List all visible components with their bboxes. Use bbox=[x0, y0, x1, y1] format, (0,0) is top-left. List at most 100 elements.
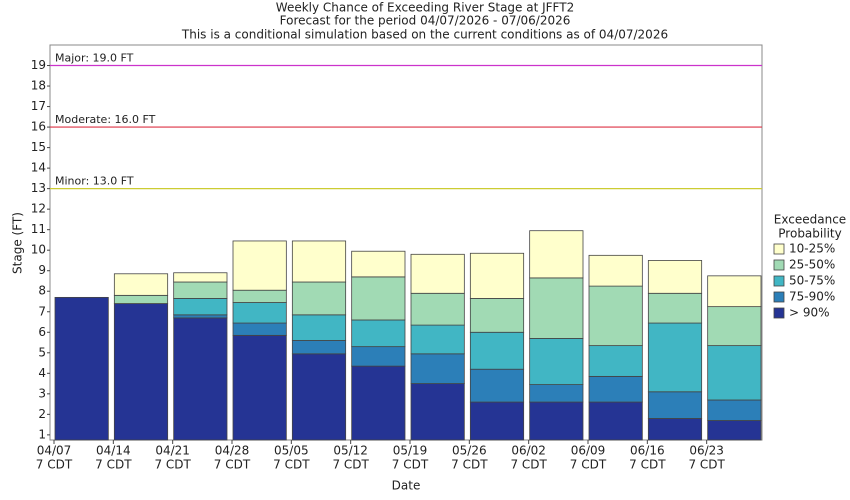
bar-segment bbox=[647, 292, 703, 324]
bar-segment bbox=[351, 250, 406, 278]
x-axis-label: Date bbox=[392, 479, 421, 493]
x-tick-sublabel: 7 CDT bbox=[332, 458, 369, 472]
bar-segment bbox=[232, 334, 287, 441]
bar-segment bbox=[707, 306, 762, 347]
bar-segment bbox=[529, 277, 584, 339]
bar-segment bbox=[173, 317, 228, 441]
bar-segment bbox=[173, 272, 228, 283]
bar-segment bbox=[173, 281, 228, 299]
chart-subtitle: Forecast for the period 04/07/2026 - 07/… bbox=[280, 14, 571, 28]
bar-segment bbox=[173, 298, 228, 316]
chart-subtitle: This is a conditional simulation based o… bbox=[181, 28, 668, 42]
legend-label: 25-50% bbox=[789, 258, 835, 272]
legend-label: > 90% bbox=[789, 306, 830, 320]
bar-segment bbox=[351, 365, 406, 441]
legend-label: 50-75% bbox=[789, 274, 835, 288]
bar-segment bbox=[529, 401, 584, 441]
bar-segment bbox=[469, 252, 525, 299]
legend-title: Exceedance bbox=[774, 213, 846, 227]
x-tick-label: 06/23 bbox=[689, 444, 724, 458]
bar-segment bbox=[410, 292, 465, 326]
legend-label: 75-90% bbox=[789, 290, 835, 304]
x-tick-label: 05/19 bbox=[393, 444, 428, 458]
bar-segment bbox=[351, 346, 406, 367]
bar-segment bbox=[410, 324, 465, 355]
bar-segment bbox=[707, 399, 762, 421]
legend-swatch bbox=[773, 307, 785, 319]
bar-segment bbox=[647, 322, 703, 393]
bar-segment bbox=[469, 298, 525, 333]
x-tick-label: 06/09 bbox=[571, 444, 606, 458]
bar-segment bbox=[469, 331, 525, 370]
bar-segment bbox=[529, 230, 584, 279]
x-tick-label: 05/05 bbox=[274, 444, 309, 458]
y-tick-label: 8 bbox=[38, 284, 46, 298]
bar-segment bbox=[351, 276, 406, 321]
bar-segment bbox=[232, 302, 287, 324]
x-tick-label: 04/14 bbox=[96, 444, 131, 458]
bar-segment bbox=[232, 322, 287, 336]
legend-label: 10-25% bbox=[789, 242, 835, 256]
bar-segment bbox=[707, 275, 762, 308]
y-tick-label: 3 bbox=[38, 386, 46, 400]
bar-segment bbox=[469, 401, 525, 441]
y-tick-label: 1 bbox=[38, 427, 46, 441]
bar-segment bbox=[113, 273, 169, 296]
bar-segment bbox=[647, 418, 703, 441]
bar-segment bbox=[588, 254, 643, 287]
bar-segment bbox=[291, 281, 347, 316]
bar-segment bbox=[588, 285, 643, 347]
y-tick-label: 16 bbox=[31, 120, 46, 134]
y-tick-label: 6 bbox=[38, 325, 46, 339]
x-tick-label: 06/02 bbox=[511, 444, 546, 458]
threshold-label: Minor: 13.0 FT bbox=[55, 175, 134, 188]
x-tick-sublabel: 7 CDT bbox=[570, 458, 607, 472]
bar-segment bbox=[291, 240, 347, 283]
y-tick-label: 5 bbox=[38, 345, 46, 359]
x-tick-sublabel: 7 CDT bbox=[510, 458, 547, 472]
x-tick-label: 04/21 bbox=[155, 444, 190, 458]
chart-title: Weekly Chance of Exceeding River Stage a… bbox=[276, 1, 574, 15]
bar-segment bbox=[588, 345, 643, 377]
y-tick-label: 18 bbox=[31, 79, 46, 93]
legend-swatch bbox=[773, 243, 785, 255]
x-tick-sublabel: 7 CDT bbox=[154, 458, 191, 472]
x-tick-sublabel: 7 CDT bbox=[95, 458, 132, 472]
bar-segment bbox=[647, 260, 703, 294]
bar-segment bbox=[291, 314, 347, 341]
bar-segment bbox=[291, 353, 347, 441]
x-tick-label: 06/16 bbox=[630, 444, 665, 458]
bar-segment bbox=[232, 240, 287, 291]
y-tick-label: 10 bbox=[31, 243, 46, 257]
x-tick-sublabel: 7 CDT bbox=[214, 458, 251, 472]
bar-segment bbox=[351, 319, 406, 348]
bar-segment bbox=[113, 294, 169, 304]
x-tick-sublabel: 7 CDT bbox=[451, 458, 488, 472]
bar-segment bbox=[232, 289, 287, 303]
bar-segment bbox=[588, 375, 643, 403]
x-tick-sublabel: 7 CDT bbox=[273, 458, 310, 472]
bar-segment bbox=[647, 391, 703, 419]
y-tick-label: 12 bbox=[31, 202, 46, 216]
x-tick-sublabel: 7 CDT bbox=[392, 458, 429, 472]
y-tick-label: 19 bbox=[31, 58, 46, 72]
legend-title: Probability bbox=[778, 227, 841, 241]
y-tick-label: 17 bbox=[31, 99, 46, 113]
bar-segment bbox=[469, 368, 525, 403]
bar-segment bbox=[410, 253, 465, 294]
threshold-label: Major: 19.0 FT bbox=[55, 52, 134, 65]
y-tick-label: 4 bbox=[38, 366, 46, 380]
bar-segment bbox=[410, 353, 465, 384]
bar-segment bbox=[291, 340, 347, 355]
y-tick-label: 15 bbox=[31, 140, 46, 154]
y-tick-label: 2 bbox=[38, 407, 46, 421]
threshold-label: Moderate: 16.0 FT bbox=[55, 113, 156, 126]
x-tick-sublabel: 7 CDT bbox=[688, 458, 725, 472]
y-tick-label: 11 bbox=[31, 222, 46, 236]
y-tick-label: 9 bbox=[38, 263, 46, 277]
bar-segment bbox=[588, 401, 643, 441]
y-axis-label: Stage (FT) bbox=[11, 212, 25, 274]
x-tick-label: 04/07 bbox=[37, 444, 72, 458]
y-tick-label: 7 bbox=[38, 304, 46, 318]
